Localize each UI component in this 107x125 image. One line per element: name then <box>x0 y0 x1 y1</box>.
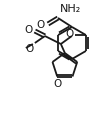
Text: NH₂: NH₂ <box>60 4 81 14</box>
Text: O: O <box>26 44 34 54</box>
Text: O: O <box>25 25 33 35</box>
Text: O: O <box>53 78 61 88</box>
Text: O: O <box>66 29 74 39</box>
Text: O: O <box>37 20 45 30</box>
